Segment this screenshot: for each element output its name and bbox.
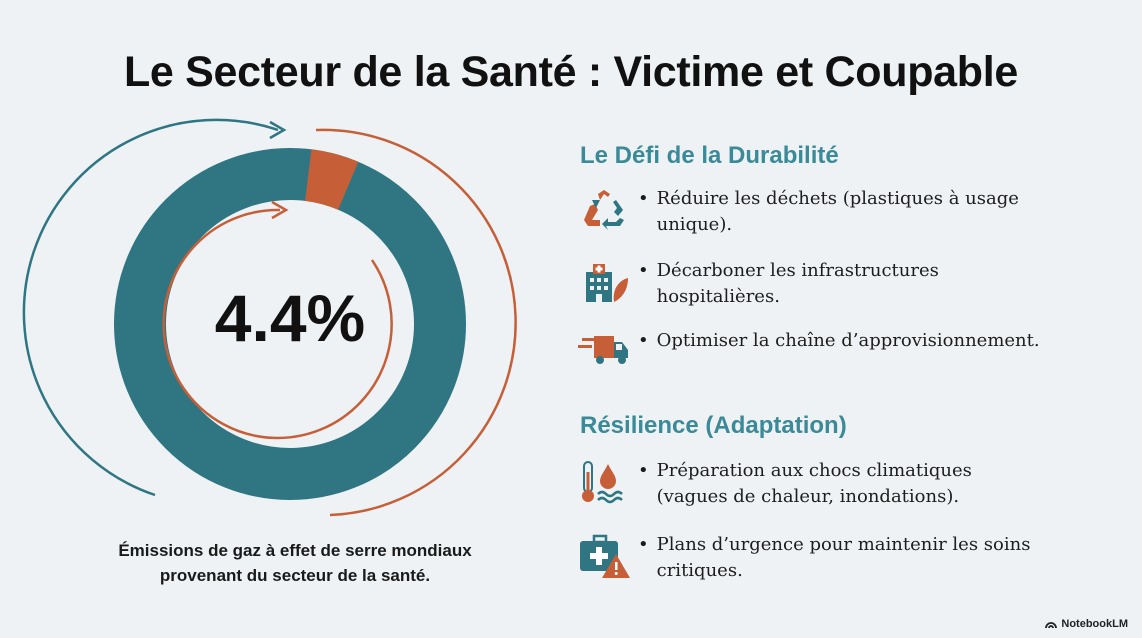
item-text: Préparation aux chocs climatiques (vague… xyxy=(657,458,972,510)
item-line-1: Plans d’urgence pour maintenir les soins xyxy=(656,534,1031,555)
bullet: • xyxy=(638,188,649,209)
sustainability-item-supply-chain: • Optimiser la chaîne d’approvisionnemen… xyxy=(578,328,1118,376)
bullet: • xyxy=(638,460,649,481)
inner-arrow-orange-head xyxy=(271,200,289,220)
page-title: Le Secteur de la Santé : Victime et Coup… xyxy=(123,48,1019,96)
outer-arrow-teal-head xyxy=(269,120,287,140)
inner-circular-arrows xyxy=(162,200,393,440)
resilience-item-climate-shocks: • Préparation aux chocs climatiques (vag… xyxy=(578,458,1118,510)
item-line-2: hospitalières. xyxy=(656,286,780,307)
item-text: Décarboner les infrastructures hospitali… xyxy=(657,258,939,310)
outer-circular-arrows xyxy=(22,118,517,517)
item-line-2: critiques. xyxy=(656,560,743,581)
outer-arc-orange xyxy=(315,128,517,517)
bullet: • xyxy=(638,330,649,351)
hospital-leaf-icon xyxy=(586,264,628,302)
donut-slice-healthcare xyxy=(304,149,359,210)
caption-line-1: Émissions de gaz à effet de serre mondia… xyxy=(118,541,472,560)
sustainability-heading: Le Défi de la Durabilité xyxy=(580,142,839,169)
item-line-1: Préparation aux chocs climatiques xyxy=(656,460,972,481)
item-text: Réduire les déchets (plastiques à usage … xyxy=(657,186,1019,238)
outer-arrow-teal xyxy=(22,118,279,497)
delivery-truck-icon xyxy=(578,336,628,364)
thermometer-flood-icon xyxy=(582,461,623,504)
item-text: Plans d’urgence pour maintenir les soins… xyxy=(657,532,1031,584)
brand-label: NotebookLM xyxy=(1061,618,1128,630)
resilience-heading: Résilience (Adaptation) xyxy=(580,412,847,439)
bullet: • xyxy=(638,534,649,555)
donut-chart xyxy=(22,118,517,517)
item-line-1: Optimiser la chaîne d’approvisionnement. xyxy=(656,330,1040,351)
item-line-1: Réduire les déchets (plastiques à usage xyxy=(656,188,1019,209)
donut-caption: Émissions de gaz à effet de serre mondia… xyxy=(60,538,530,588)
donut-track xyxy=(114,148,466,500)
sustainability-item-infrastructure: • Décarboner les infrastructures hospita… xyxy=(578,258,1118,310)
sustainability-item-waste: • Réduire les déchets (plastiques à usag… xyxy=(578,186,1118,238)
recycle-icon xyxy=(584,190,624,230)
resilience-item-emergency-plans: • Plans d’urgence pour maintenir les soi… xyxy=(578,532,1118,584)
medical-kit-warning-icon xyxy=(580,534,630,578)
item-line-2: unique). xyxy=(656,214,733,235)
caption-line-2: provenant du secteur de la santé. xyxy=(159,566,431,585)
notebooklm-brand: NotebookLM xyxy=(1045,618,1128,630)
bullet: • xyxy=(638,260,649,281)
donut-ring xyxy=(114,148,466,500)
notebooklm-logo-icon xyxy=(1045,621,1058,628)
emissions-percentage: 4.4% xyxy=(214,281,366,355)
inner-arrow-orange xyxy=(162,208,393,440)
item-line-1: Décarboner les infrastructures xyxy=(656,260,939,281)
item-line-2: (vagues de chaleur, inondations). xyxy=(656,486,960,507)
item-text: Optimiser la chaîne d’approvisionnement. xyxy=(657,328,1040,354)
